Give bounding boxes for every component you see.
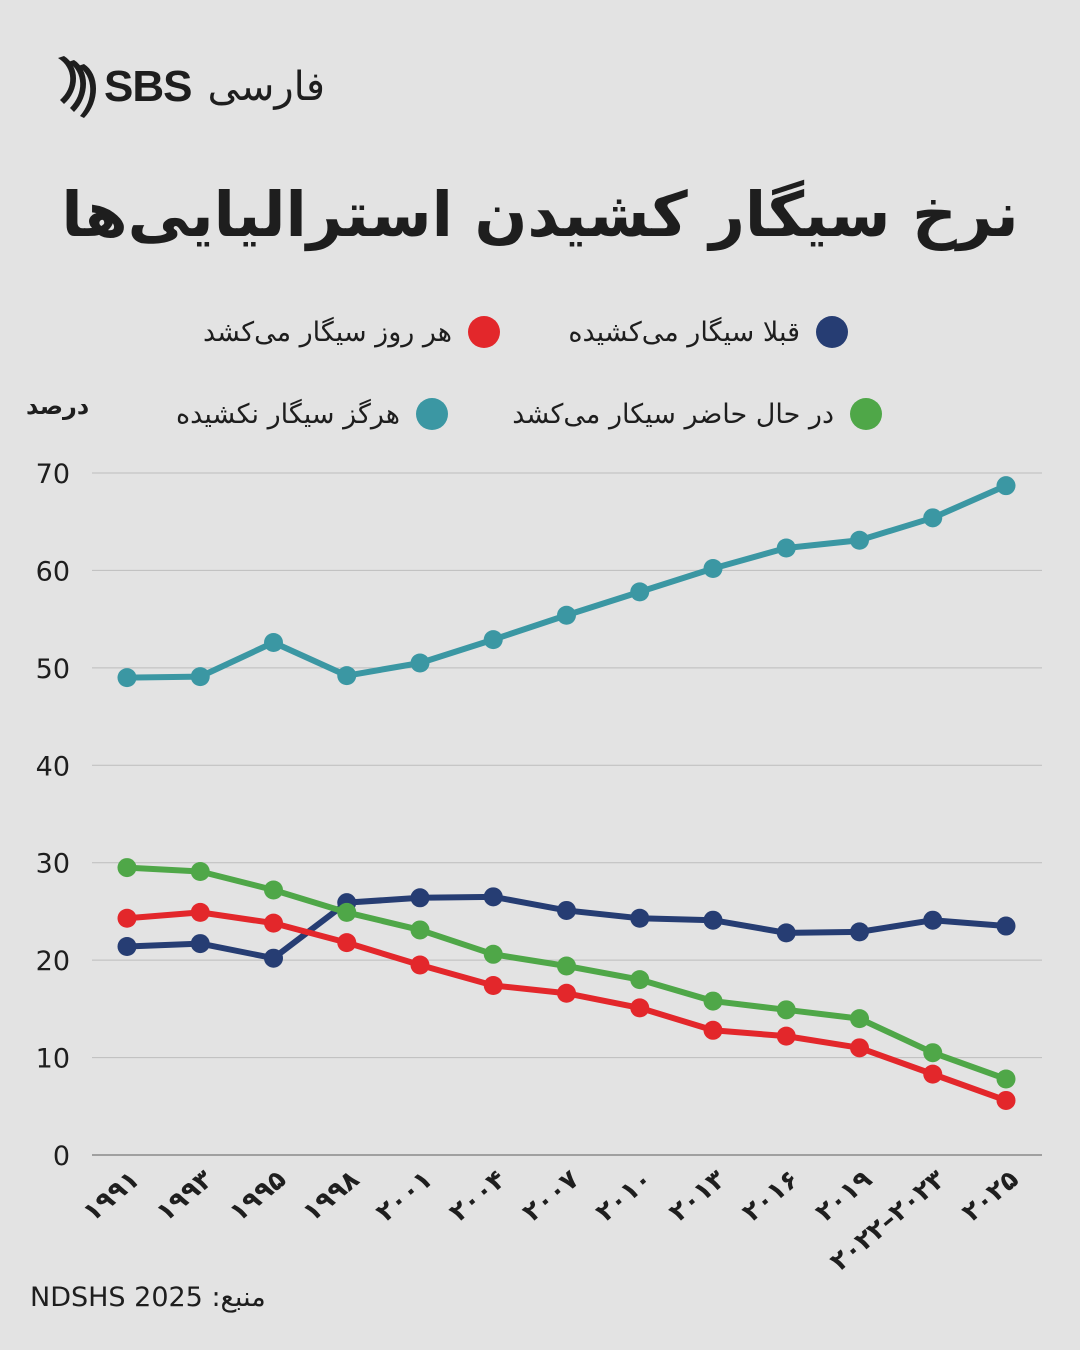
data-point-current [337,902,357,922]
legend-item-never: هرگز سیگار نکشیده [176,398,448,430]
data-point-current [557,956,576,976]
data-point-never [850,530,869,550]
y-tick-label: 20 [36,946,70,977]
x-tick-label: ۲۰۲۵ [957,1164,1025,1228]
legend-item-current: در حال حاضر سیکار می‌کشد [512,398,882,430]
data-point-daily [410,955,430,975]
data-point-daily [557,983,576,1003]
data-point-former [557,900,576,920]
data-point-former [264,948,283,968]
data-point-daily [776,1026,796,1046]
data-point-daily [996,1090,1016,1110]
x-tick-label: ۲۰۰۴ [444,1164,512,1228]
y-tick-label: 70 [36,459,70,490]
legend-dot-current [850,398,882,430]
data-point-never [264,633,283,653]
data-point-former [703,910,723,930]
data-point-former [923,910,943,930]
legend-item-former: قبلا سیگار می‌کشیده [568,316,848,348]
logo-brand-name: SBS [104,62,192,111]
series-line-never [124,482,1009,681]
data-point-daily [483,975,503,995]
data-point-current [410,920,430,940]
legend-label-former: قبلا سیگار می‌کشیده [568,316,800,348]
legend-dot-never [416,398,448,430]
data-point-former [776,923,796,943]
data-point-daily [264,913,283,933]
data-point-daily [630,998,650,1018]
data-point-never [630,582,650,602]
data-point-current [264,880,283,900]
legend-label-daily: هر روز سیگار می‌کشد [202,316,452,348]
data-point-never [483,630,503,650]
data-point-current [117,858,137,878]
data-point-never [923,508,943,528]
sbs-stripes-logo-icon [58,56,96,118]
data-point-current [483,944,503,964]
x-tick-label: ۱۹۹۸ [297,1164,365,1228]
data-point-former [483,887,503,907]
legend-dot-former [816,316,848,348]
y-tick-label: 10 [36,1044,70,1075]
y-tick-label: 30 [36,849,70,880]
data-point-current [703,991,723,1011]
x-tick-label: ۱۹۹۵ [224,1164,292,1228]
y-tick-label: 40 [36,751,70,782]
data-point-daily [703,1020,723,1040]
data-point-current [996,1069,1016,1089]
y-tick-label: 0 [53,1141,70,1172]
data-point-daily [850,1038,869,1058]
data-point-former [630,908,650,928]
x-tick-label: ۲۰۱۳ [664,1164,732,1228]
data-point-never [557,605,576,625]
data-point-never [190,667,210,687]
x-tick-label: ۲۰۰۱ [371,1164,439,1228]
sbs-farsi-logo: SBS فارسی [52,52,325,122]
data-point-former [996,916,1016,936]
x-tick-label: ۲۰۱۰ [590,1164,658,1228]
data-point-former [410,888,430,908]
data-point-daily [923,1064,943,1084]
source-note: منبع: NDSHS 2025 [30,1282,266,1313]
legend-item-daily: هر روز سیگار می‌کشد [203,316,500,348]
x-tick-label: ۱۹۹۳ [151,1164,219,1228]
chart-title: نرخ سیگار کشیدن استرالیایی‌ها [61,178,1019,251]
data-point-never [337,666,357,686]
x-tick-label: ۲۰۰۷ [517,1164,585,1228]
x-tick-label: ۱۹۹۱ [78,1164,146,1228]
legend-label-never: هرگز سیگار نکشیده [176,398,400,430]
legend-dot-daily [468,316,500,348]
data-point-current [850,1009,869,1029]
data-point-current [190,861,210,881]
y-axis-unit-label: درصد [26,392,90,420]
data-point-never [776,538,796,558]
data-point-former [190,934,210,954]
data-point-current [630,970,650,990]
data-point-never [410,653,430,673]
data-point-former [117,937,137,957]
data-point-never [703,558,723,578]
data-point-current [776,1000,796,1020]
data-point-daily [337,933,357,953]
data-point-daily [190,902,210,922]
y-tick-label: 50 [36,654,70,685]
data-point-current [923,1043,943,1063]
logo-language: فارسی [207,64,325,110]
data-point-never [996,476,1016,496]
x-tick-label: ۲۰۱۶ [737,1164,805,1228]
legend-label-current: در حال حاضر سیکار می‌کشد [512,398,834,430]
series-line-daily [124,909,1009,1104]
data-point-never [117,668,137,688]
y-tick-label: 60 [36,556,70,587]
data-point-daily [117,908,137,928]
data-point-former [850,922,869,942]
